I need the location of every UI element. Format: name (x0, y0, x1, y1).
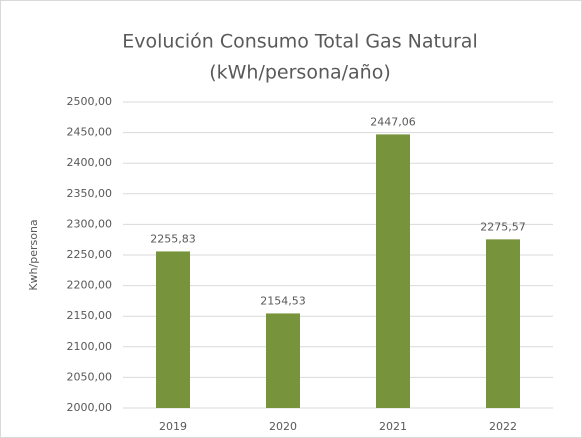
y-tick-label: 2500,00 (67, 95, 113, 108)
x-tick-label: 2019 (159, 420, 187, 433)
y-tick-label: 2300,00 (67, 217, 113, 230)
y-tick-label: 2100,00 (67, 340, 113, 353)
data-label: 2255,83 (150, 232, 196, 245)
data-label: 2447,06 (370, 115, 416, 128)
y-axis-label: Kwh/persona (27, 219, 40, 290)
y-tick-label: 2350,00 (67, 187, 113, 200)
y-tick-label: 2150,00 (67, 309, 113, 322)
y-tick-label: 2000,00 (67, 401, 113, 414)
y-tick-label: 2450,00 (67, 126, 113, 139)
y-tick-label: 2250,00 (67, 248, 113, 261)
data-label: 2275,57 (480, 220, 526, 233)
bar (266, 313, 300, 408)
y-tick-label: 2200,00 (67, 279, 113, 292)
y-tick-label: 2050,00 (67, 370, 113, 383)
x-tick-label: 2022 (489, 420, 517, 433)
chart-title: Evolución Consumo Total Gas Natural (122, 31, 477, 53)
data-label: 2154,53 (260, 294, 306, 307)
bar (156, 251, 190, 408)
x-tick-label: 2021 (379, 420, 407, 433)
bar (486, 239, 520, 408)
chart-subtitle: (kWh/persona/año) (209, 62, 391, 84)
y-tick-label: 2400,00 (67, 156, 113, 169)
bar (376, 134, 410, 408)
x-tick-label: 2020 (269, 420, 297, 433)
